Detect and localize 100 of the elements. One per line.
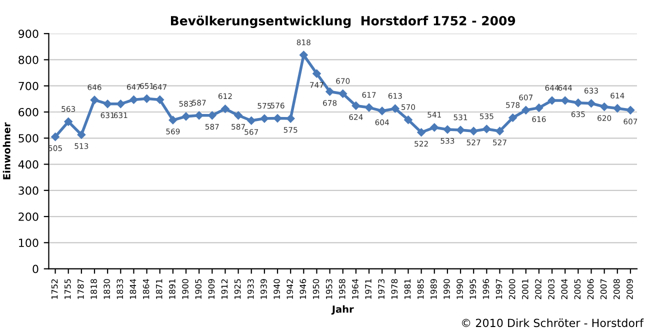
y-tick-label: 500	[18, 134, 38, 143]
point	[51, 132, 60, 141]
x-tick-label: 1981	[404, 279, 411, 299]
y-tick-label: 200	[18, 212, 38, 221]
x-tick-label: 1990	[444, 279, 450, 299]
x-tick-label: 2006	[587, 279, 594, 300]
x-tick-label: 1830	[104, 279, 110, 299]
y-tick-label: 400	[18, 160, 38, 169]
point	[456, 126, 465, 134]
x-tick-label: 1985	[417, 279, 424, 299]
x-tick-label: 1942	[286, 279, 294, 299]
x-tick-label: 1905	[195, 279, 202, 299]
point	[208, 111, 216, 120]
x-tick-label: 1844	[130, 278, 136, 299]
point	[273, 114, 282, 122]
x-tick-label: 1990	[456, 279, 463, 299]
x-tick-label: 1752	[51, 279, 58, 299]
x-tick-label: 1891	[169, 279, 176, 299]
point	[626, 106, 635, 114]
y-tick-label: 300	[18, 186, 38, 195]
point	[469, 126, 478, 136]
point	[156, 96, 164, 104]
point	[194, 111, 204, 120]
x-tick-label: 1755	[64, 279, 71, 299]
y-tick-label: 800	[18, 56, 38, 64]
y-axis-title: Einwohner	[2, 122, 10, 180]
x-tick-label: 2008	[614, 279, 620, 300]
x-tick-label: 1933	[247, 279, 254, 299]
point	[300, 50, 308, 60]
x-tick-label: 1995	[470, 279, 476, 299]
point	[130, 96, 138, 104]
point	[234, 111, 242, 120]
x-tick-label: 1909	[208, 279, 215, 299]
text: © 2010 Dirk Schröter - Horstdorf	[462, 318, 644, 328]
x-tick-label: 1946	[300, 279, 306, 299]
x-tick-label: 1950	[312, 279, 320, 299]
point	[142, 94, 151, 103]
x-tick-label: 1953	[326, 279, 332, 299]
point	[90, 96, 99, 104]
point	[168, 116, 178, 124]
point	[247, 116, 256, 125]
y-tick-label: 700	[18, 82, 38, 90]
point	[182, 112, 190, 121]
x-tick-label: 1912	[221, 279, 228, 299]
point	[338, 90, 348, 98]
x-tick-label: 1833	[116, 279, 124, 299]
x-tick-label: 1997	[496, 279, 502, 299]
x-tick-label: 2000	[508, 279, 516, 300]
chart-title: Bevölkerungsentwicklung Horstdorf 1752 - 2009	[170, 16, 516, 28]
x-tick-label: 2007	[600, 279, 607, 300]
point	[508, 114, 517, 122]
x-tick-label: 2004	[561, 278, 568, 300]
y-tick-label: 600	[18, 108, 38, 116]
point	[417, 128, 426, 137]
point	[312, 69, 321, 78]
x-tick-label: 1925	[234, 279, 241, 299]
point	[64, 118, 72, 126]
x-tick-label: 1864	[142, 278, 150, 299]
x-tick-label: 2002	[535, 279, 542, 300]
x-tick-label: 2003	[548, 279, 554, 300]
x-tick-label: 1940	[274, 279, 280, 299]
y-tick-label: 900	[18, 30, 38, 38]
x-tick-label: 1978	[391, 279, 398, 299]
point	[286, 114, 295, 123]
point	[496, 126, 504, 136]
point	[391, 104, 400, 113]
point	[404, 116, 412, 124]
point	[574, 98, 582, 107]
y-tick-label: 100	[19, 238, 38, 248]
x-tick-label: 1996	[482, 279, 490, 299]
x-tick-label: 1818	[90, 279, 97, 299]
point	[443, 125, 452, 134]
point	[522, 106, 530, 114]
point	[77, 130, 86, 139]
point	[260, 114, 269, 123]
x-tick-label: 1787	[78, 279, 84, 299]
point	[364, 103, 374, 112]
x-tick-label: 1939	[260, 279, 267, 299]
point	[352, 102, 360, 110]
point	[560, 96, 570, 105]
point	[600, 102, 608, 111]
point	[534, 104, 544, 112]
point	[116, 100, 125, 108]
x-tick-label: 2005	[574, 279, 581, 300]
point	[103, 100, 112, 108]
x-tick-label: 2009	[626, 279, 633, 300]
x-tick-label: 1964	[352, 278, 358, 299]
x-tick-label: 1958	[338, 279, 346, 299]
y-tick-label: 0	[32, 264, 38, 274]
x-tick-label: 1971	[365, 279, 372, 299]
x-tick-label: 2001	[522, 279, 528, 300]
x-tick-label: 1989	[430, 279, 437, 299]
x-tick-label: 1871	[156, 279, 162, 299]
point	[430, 123, 439, 132]
point	[548, 96, 556, 105]
point	[613, 104, 622, 112]
x-axis-title: Jahr	[331, 305, 354, 315]
point	[378, 106, 386, 116]
point	[221, 104, 230, 113]
x-tick-label: 1900	[182, 279, 188, 299]
